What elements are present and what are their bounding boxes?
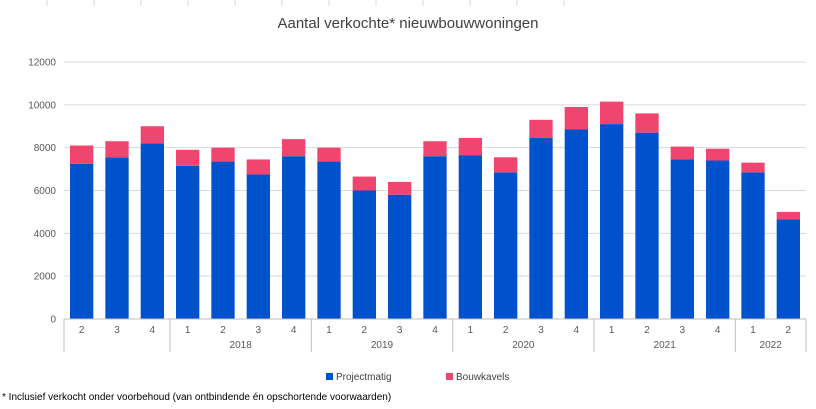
x-tick-label: 3	[256, 325, 262, 336]
bar-projectmatig	[635, 132, 659, 319]
bar-projectmatig	[317, 161, 341, 319]
bar-bouwkavels	[176, 149, 200, 166]
x-tick-label: 3	[397, 325, 403, 336]
y-tick-label: 4000	[34, 229, 57, 240]
legend-swatch-projectmatig	[326, 373, 333, 380]
y-tick-label: 8000	[34, 143, 57, 154]
x-group-label: 2020	[512, 340, 535, 351]
x-tick-label: 1	[185, 325, 191, 336]
x-tick-label: 3	[538, 325, 544, 336]
bar-bouwkavels	[706, 148, 730, 161]
x-tick-label: 2	[362, 325, 368, 336]
bar-projectmatig	[600, 124, 624, 319]
x-tick-label: 3	[680, 325, 686, 336]
bar-bouwkavels	[388, 181, 412, 195]
x-tick-label: 4	[150, 325, 156, 336]
bar-bouwkavels	[246, 159, 270, 175]
legend-label: Bouwkavels	[456, 372, 509, 383]
x-group-label: 2019	[371, 340, 394, 351]
x-tick-label: 1	[468, 325, 474, 336]
top-border-ticks	[46, 0, 565, 6]
y-tick-label: 2000	[34, 272, 57, 283]
x-tick-label: 2	[503, 325, 509, 336]
bar-projectmatig	[529, 138, 553, 319]
bar-projectmatig	[458, 155, 482, 319]
x-axis: 2 3 4 1 2 3 4 1 2 3 4 1 2 3 4 1 2 3 4 1 2 2018 2019 2020 2021 202…	[63, 318, 807, 352]
bar-projectmatig	[70, 163, 94, 319]
bar-projectmatig	[564, 129, 588, 319]
bar-bouwkavels	[564, 106, 588, 130]
x-tick-label: 4	[715, 325, 721, 336]
bar-bouwkavels	[211, 147, 235, 162]
legend-label: Projectmatig	[336, 372, 392, 383]
bar-projectmatig	[140, 143, 164, 319]
x-tick-label: 2	[220, 325, 226, 336]
bars	[70, 101, 800, 319]
bar-bouwkavels	[282, 139, 306, 157]
x-group-label: 2021	[654, 340, 677, 351]
bar-projectmatig	[494, 172, 518, 319]
bar-bouwkavels	[317, 147, 341, 162]
bar-projectmatig	[211, 161, 235, 319]
bar-bouwkavels	[105, 141, 129, 158]
bar-bouwkavels	[635, 113, 659, 133]
x-tick-label: 2	[79, 325, 85, 336]
bar-bouwkavels	[423, 141, 447, 157]
bar-projectmatig	[741, 172, 765, 319]
x-group-label: 2018	[230, 340, 253, 351]
x-tick-label: 1	[326, 325, 332, 336]
bar-projectmatig	[776, 219, 800, 319]
y-tick-label: 6000	[34, 186, 57, 197]
bar-bouwkavels	[776, 211, 800, 220]
x-group-label: 2022	[760, 340, 783, 351]
bar-projectmatig	[423, 156, 447, 319]
legend: Projectmatig Bouwkavels	[326, 372, 509, 383]
legend-swatch-bouwkavels	[446, 373, 453, 380]
y-tick-label: 12000	[28, 58, 56, 69]
bar-projectmatig	[246, 174, 270, 319]
bar-bouwkavels	[494, 157, 518, 173]
bar-projectmatig	[388, 194, 412, 319]
bar-projectmatig	[105, 157, 129, 319]
bar-bouwkavels	[140, 126, 164, 144]
bar-projectmatig	[706, 160, 730, 319]
x-tick-label: 3	[114, 325, 120, 336]
bar-projectmatig	[352, 190, 376, 319]
bar-bouwkavels	[600, 101, 624, 125]
x-tick-label: 1	[750, 325, 756, 336]
x-tick-label: 4	[574, 325, 580, 336]
bar-bouwkavels	[529, 119, 553, 139]
chart-title: Aantal verkochte* nieuwbouwwoningen	[277, 15, 538, 32]
bar-bouwkavels	[70, 145, 94, 164]
footnote: * Inclusief verkocht onder voorbehoud (v…	[2, 392, 391, 403]
y-tick-label: 10000	[28, 100, 56, 111]
x-tick-label: 1	[609, 325, 615, 336]
x-tick-label: 2	[786, 325, 792, 336]
bar-bouwkavels	[352, 176, 376, 191]
y-axis: 0 2000 4000 6000 8000 10000 12000	[28, 58, 56, 326]
x-tick-label: 2	[644, 325, 650, 336]
bar-projectmatig	[670, 159, 694, 319]
bar-bouwkavels	[741, 162, 765, 173]
x-tick-label: 4	[291, 325, 297, 336]
bar-projectmatig	[282, 156, 306, 319]
bar-bouwkavels	[458, 138, 482, 156]
bar-bouwkavels	[670, 146, 694, 160]
x-tick-label: 4	[432, 325, 438, 336]
bar-projectmatig	[176, 165, 200, 319]
y-tick-label: 0	[50, 315, 56, 326]
